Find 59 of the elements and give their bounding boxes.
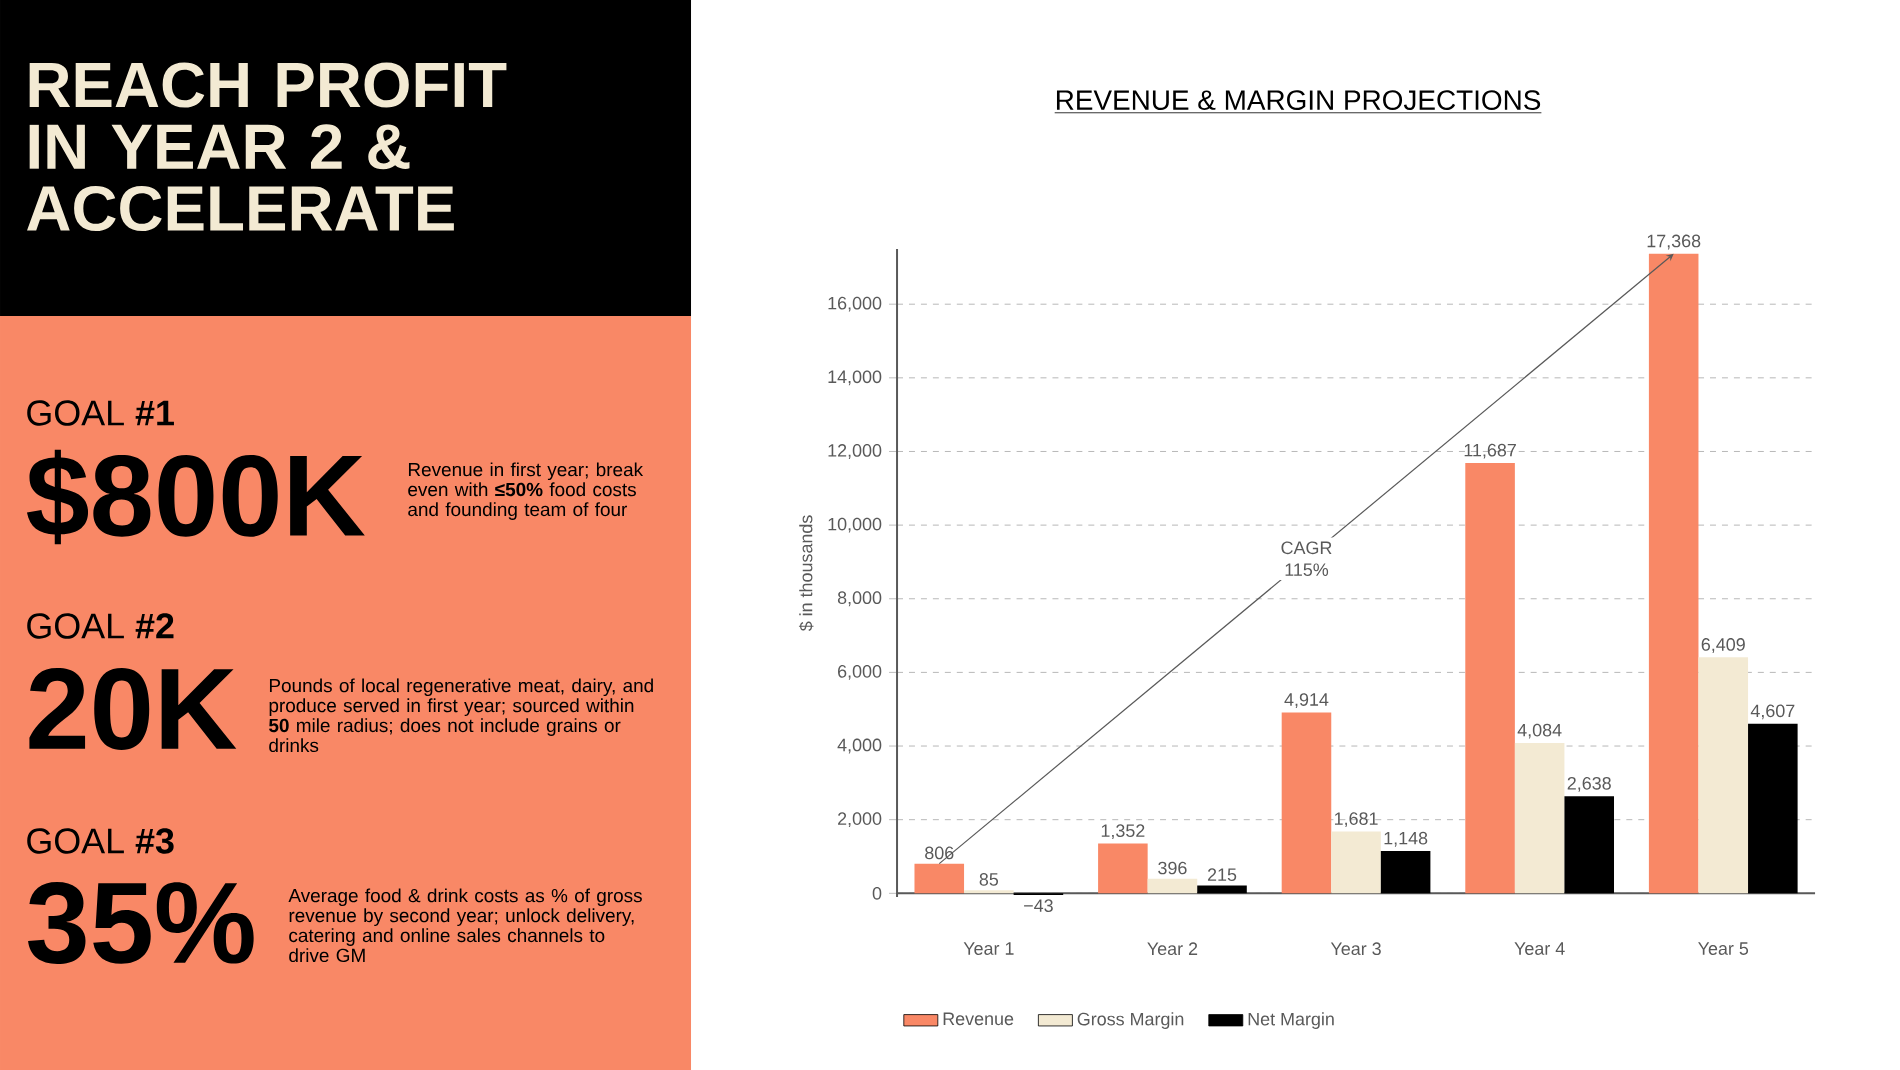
x-tick-label: Year 5 <box>1698 942 1749 955</box>
y-axis-title: $ in thousands <box>798 515 814 632</box>
data-label: −43 <box>1024 899 1053 913</box>
y-tick-label: 6,000 <box>838 664 882 680</box>
data-label: 17,368 <box>1647 234 1701 250</box>
y-tick-label: 8,000 <box>837 591 882 607</box>
data-label: 1,148 <box>1384 831 1428 847</box>
data-label: 6,409 <box>1701 638 1745 653</box>
data-label: 806 <box>925 846 954 860</box>
text: 20K <box>29 668 237 750</box>
x-tick-label: Year 3 <box>1330 942 1381 956</box>
data-label: 1,681 <box>1334 812 1378 828</box>
bar <box>1648 253 1699 894</box>
bar <box>1380 851 1431 894</box>
text: 35% <box>28 882 254 965</box>
y-tick-label: 12,000 <box>828 444 882 459</box>
y-tick-label: 10,000 <box>828 517 882 533</box>
data-label: 11,687 <box>1464 443 1516 459</box>
text: Pounds of local regenerative meat, dairy, and produce served in first year; sourced within 50 mile radius; does not include grains or drinks <box>269 678 653 753</box>
bar <box>914 863 965 894</box>
x-tick-label: Year 4 <box>1514 942 1565 955</box>
bar <box>1331 831 1381 894</box>
y-tick-label: 2,000 <box>838 812 882 828</box>
data-label: 2,638 <box>1567 776 1611 792</box>
data-label: 396 <box>1158 861 1187 875</box>
data-label: 4,914 <box>1284 693 1329 708</box>
bar <box>1748 723 1798 894</box>
text: GOAL #2 <box>27 613 174 639</box>
text: REACH PROFIT IN YEAR 2 & ACCELERATE <box>27 62 507 232</box>
bar <box>1564 796 1615 894</box>
text: Average food & drink costs as % of gross revenue by second year; unlock delivery, catering and online sales channels to drive GM <box>288 888 642 963</box>
data-label: 4,607 <box>1750 704 1795 720</box>
x-tick-label: Year 2 <box>1147 942 1198 956</box>
text: GOAL #3 <box>27 828 174 854</box>
bar <box>1514 742 1565 894</box>
chart-title: REVENUE & MARGIN PROJECTIONS <box>1056 90 1541 110</box>
bar <box>1197 885 1247 894</box>
text: Revenue in first year; break even with ≤50% food costs and founding team of four <box>408 462 644 520</box>
data-label: 85 <box>979 873 999 886</box>
legend-label: Gross Margin <box>1077 1012 1184 1029</box>
y-tick-label: 14,000 <box>828 370 882 386</box>
data-label: 4,084 <box>1517 723 1562 739</box>
y-tick-label: 4,000 <box>837 738 882 754</box>
text: GOAL #1 <box>27 400 174 426</box>
bar <box>1698 657 1749 894</box>
legend-label: Revenue <box>943 1012 1014 1026</box>
x-tick-label: Year 1 <box>963 942 1014 955</box>
bar <box>1281 712 1332 894</box>
bar <box>964 890 1014 894</box>
bar <box>1098 843 1148 894</box>
data-label: 215 <box>1207 868 1237 882</box>
bar <box>1465 463 1515 894</box>
y-tick-label: 16,000 <box>828 296 882 312</box>
text: $800K <box>26 449 365 545</box>
data-label: 1,352 <box>1101 824 1145 840</box>
bar <box>1147 878 1198 894</box>
annotation: CAGR 115% <box>1281 541 1332 577</box>
legend-label: Net Margin <box>1248 1012 1334 1029</box>
y-tick-label: 0 <box>872 886 882 900</box>
